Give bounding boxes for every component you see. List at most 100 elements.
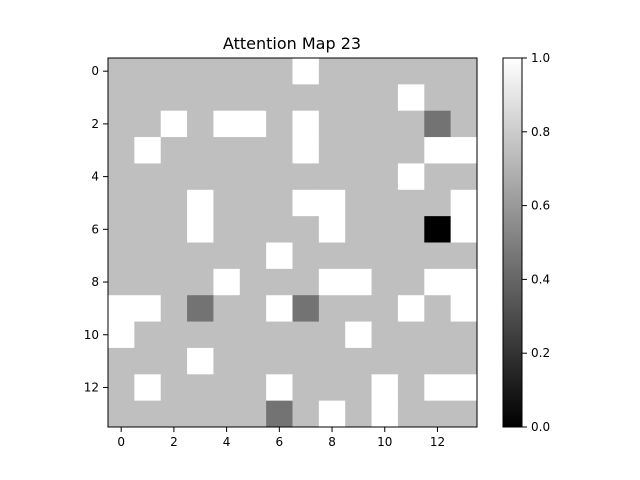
heatmap-cell-r10-c2 — [160, 321, 188, 349]
heatmap-cell-r0-c9 — [345, 58, 372, 85]
heatmap-cell-r11-c4 — [213, 347, 241, 375]
heatmap-cell-r3-c3 — [187, 137, 214, 164]
heatmap-cell-r7-c1 — [134, 242, 162, 270]
heatmap-cell-r0-c7 — [292, 58, 320, 85]
heatmap-cell-r9-c8 — [318, 295, 346, 322]
heatmap-cell-r1-c0 — [108, 84, 135, 112]
heatmap-cell-r7-c6 — [266, 242, 293, 270]
heatmap-cell-r8-c6 — [266, 268, 293, 296]
heatmap-cell-r4-c4 — [213, 163, 241, 191]
heatmap-cell-r5-c12 — [424, 189, 452, 217]
x-axis: 0 2 4 6 8 10 12 — [117, 427, 445, 449]
heatmap-cell-r12-c12 — [424, 374, 452, 402]
heatmap-cell-r13-c4 — [213, 400, 241, 428]
colorbar-frame — [502, 57, 523, 428]
heatmap-cell-r4-c1 — [134, 163, 162, 191]
heatmap-cell-r7-c11 — [397, 242, 425, 270]
heatmap-cell-r13-c13 — [450, 400, 478, 428]
heatmap-cell-r8-c3 — [187, 268, 214, 296]
heatmap-cell-r10-c0 — [108, 321, 135, 349]
heatmap-cell-r2-c1 — [134, 110, 162, 138]
heatmap-cell-r1-c4 — [213, 84, 241, 112]
heatmap-cell-r1-c12 — [424, 84, 452, 112]
heatmap-cell-r3-c2 — [160, 137, 188, 164]
heatmap-cell-r13-c6 — [266, 400, 293, 428]
heatmap-cell-r6-c8 — [318, 216, 346, 243]
heatmap-cell-r9-c11 — [397, 295, 425, 322]
heatmap-cell-r0-c11 — [397, 58, 425, 85]
y-tick-label: 8 — [91, 275, 99, 289]
heatmap-cell-r11-c5 — [239, 347, 267, 375]
heatmap-cell-r10-c9 — [345, 321, 372, 349]
heatmap-cell-r4-c11 — [397, 163, 425, 191]
colorbar-tick-label: 0.2 — [531, 346, 550, 360]
heatmap-cell-r12-c5 — [239, 374, 267, 402]
heatmap-cell-r12-c9 — [345, 374, 372, 402]
heatmap-cell-r7-c2 — [160, 242, 188, 270]
heatmap-cell-r12-c3 — [187, 374, 214, 402]
heatmap-cell-r4-c0 — [108, 163, 135, 191]
heatmap-cell-r13-c12 — [424, 400, 452, 428]
heatmap-cell-r4-c12 — [424, 163, 452, 191]
heatmap-cell-r2-c10 — [371, 110, 399, 138]
heatmap-cell-r12-c8 — [318, 374, 346, 402]
heatmap-cell-r6-c9 — [345, 216, 372, 243]
heatmap-cell-r13-c0 — [108, 400, 135, 428]
heatmap-cell-r13-c1 — [134, 400, 162, 428]
heatmap-cell-r7-c7 — [292, 242, 320, 270]
heatmap-cell-r0-c13 — [450, 58, 478, 85]
heatmap-cell-r10-c5 — [239, 321, 267, 349]
heatmap-cell-r7-c4 — [213, 242, 241, 270]
heatmap-cell-r0-c1 — [134, 58, 162, 85]
heatmap-cell-r3-c9 — [345, 137, 372, 164]
heatmap-cell-r0-c2 — [160, 58, 188, 85]
heatmap-cell-r6-c7 — [292, 216, 320, 243]
heatmap-cell-r12-c0 — [108, 374, 135, 402]
heatmap-cell-r8-c13 — [450, 268, 478, 296]
heatmap-cell-r8-c1 — [134, 268, 162, 296]
heatmap-cell-r4-c5 — [239, 163, 267, 191]
colorbar-tick-label: 0.4 — [531, 272, 550, 286]
heatmap-cell-r10-c8 — [318, 321, 346, 349]
heatmap-cell-r10-c10 — [371, 321, 399, 349]
heatmap-cell-r3-c8 — [318, 137, 346, 164]
heatmap-cell-r9-c2 — [160, 295, 188, 322]
x-tick-label: 12 — [430, 435, 445, 449]
heatmap-cell-r9-c10 — [371, 295, 399, 322]
heatmap-cell-r11-c13 — [450, 347, 478, 375]
heatmap-cell-r8-c10 — [371, 268, 399, 296]
heatmap-cell-r7-c3 — [187, 242, 214, 270]
heatmap-cell-r10-c3 — [187, 321, 214, 349]
heatmap-cell-r2-c8 — [318, 110, 346, 138]
chart-title: Attention Map 23 — [223, 34, 361, 53]
heatmap-cell-r0-c5 — [239, 58, 267, 85]
heatmap-cell-r4-c2 — [160, 163, 188, 191]
heatmap-cell-r8-c12 — [424, 268, 452, 296]
heatmap-cell-r5-c6 — [266, 189, 293, 217]
heatmap-cell-r11-c3 — [187, 347, 214, 375]
heatmap-cell-r10-c11 — [397, 321, 425, 349]
heatmap-cell-r3-c0 — [108, 137, 135, 164]
y-tick-label: 4 — [91, 170, 99, 184]
heatmap-cell-r13-c11 — [397, 400, 425, 428]
heatmap-cell-r2-c13 — [450, 110, 478, 138]
heatmap-cell-r8-c11 — [397, 268, 425, 296]
heatmap-frame — [107, 57, 478, 428]
heatmap-cell-r4-c13 — [450, 163, 478, 191]
heatmap-cell-r10-c7 — [292, 321, 320, 349]
heatmap-cell-r6-c11 — [397, 216, 425, 243]
heatmap-cell-r11-c9 — [345, 347, 372, 375]
heatmap-cell-r11-c0 — [108, 347, 135, 375]
y-axis: 0 2 4 6 8 10 12 — [84, 64, 108, 394]
heatmap-cell-r4-c8 — [318, 163, 346, 191]
heatmap-cell-r6-c0 — [108, 216, 135, 243]
heatmap-cell-r9-c3 — [187, 295, 214, 322]
heatmap-cells — [108, 58, 478, 428]
heatmap-cell-r8-c5 — [239, 268, 267, 296]
heatmap-cell-r7-c13 — [450, 242, 478, 270]
heatmap-cell-r9-c9 — [345, 295, 372, 322]
heatmap-cell-r10-c12 — [424, 321, 452, 349]
heatmap-cell-r2-c11 — [397, 110, 425, 138]
heatmap-cell-r7-c9 — [345, 242, 372, 270]
